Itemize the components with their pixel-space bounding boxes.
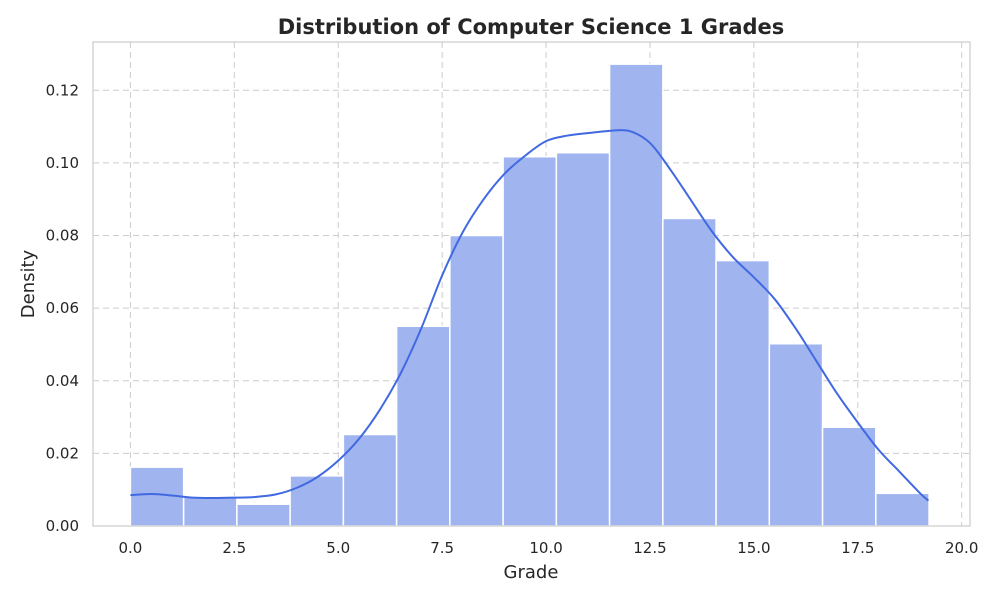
histogram-bar: [608, 63, 664, 527]
histogram-bar: [662, 217, 717, 527]
kde-layer: [130, 128, 930, 502]
plot-frame: [92, 41, 971, 527]
y-tick-label: 0.08: [46, 227, 79, 245]
bar-layer: [129, 63, 930, 527]
histogram-bar: [449, 234, 504, 527]
x-tick-label: 12.5: [633, 539, 666, 557]
histogram-bar: [395, 325, 451, 527]
x-tick-label: 2.5: [222, 539, 246, 557]
y-axis-label: Density: [18, 249, 39, 318]
histogram-bar: [555, 151, 611, 527]
y-tick-label: 0.10: [46, 154, 79, 172]
x-tick-label: 5.0: [326, 539, 350, 557]
histogram-bar: [875, 492, 930, 527]
histogram-bar: [502, 155, 558, 527]
histogram-bar: [236, 503, 291, 527]
x-tick-label: 10.0: [529, 539, 562, 557]
histogram-bar: [715, 259, 771, 527]
y-tick-label: 0.04: [46, 372, 79, 390]
y-tick-label: 0.06: [46, 299, 79, 317]
x-tick-label: 15.0: [737, 539, 770, 557]
histogram-bar: [289, 475, 345, 527]
histogram-bar: [182, 495, 238, 527]
y-tick-label: 0.02: [46, 444, 79, 462]
chart-title: Distribution of Computer Science 1 Grade…: [278, 15, 785, 39]
x-tick-label: 7.5: [430, 539, 454, 557]
y-tick-label: 0.00: [46, 517, 79, 535]
x-axis-label: Grade: [504, 562, 559, 583]
histogram-bar: [768, 342, 824, 527]
x-tick-labels: 0.0 2.5 5.0 7.5 10.0 12.5 15.0 17.5 20.0: [118, 539, 978, 557]
histogram-bar: [342, 433, 398, 527]
histogram-bar: [821, 426, 877, 527]
y-tick-labels: 0.00 0.02 0.04 0.06 0.08 0.10 0.12: [46, 81, 79, 535]
kde-density-line: [130, 128, 930, 502]
x-tick-label: 20.0: [945, 539, 978, 557]
y-tick-label: 0.12: [46, 81, 79, 99]
x-tick-label: 0.0: [118, 539, 142, 557]
x-tick-label: 17.5: [841, 539, 874, 557]
